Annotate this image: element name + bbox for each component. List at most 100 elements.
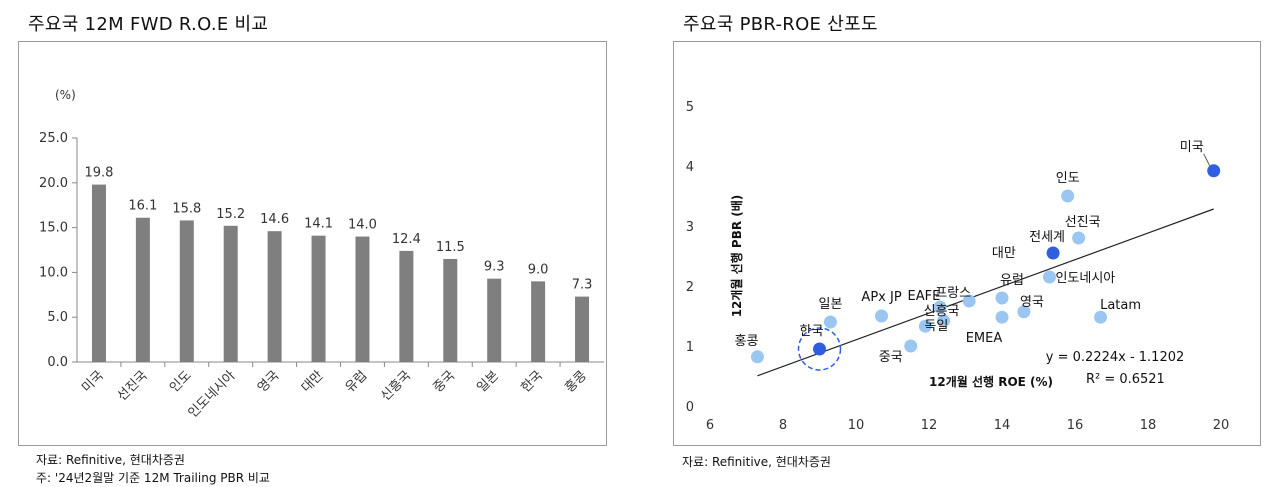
bar-chart-title: 주요국 12M FWD R.O.E 비교	[28, 14, 269, 35]
bar-category-label: 인도	[167, 368, 195, 396]
bar-category-label: 인도네시아	[186, 368, 239, 421]
point-신흥국	[937, 314, 951, 328]
point-label: 유럽	[1000, 273, 1024, 288]
scatter-y-tick-label: 2	[686, 280, 694, 295]
bar-일본	[487, 278, 502, 362]
bar-미국	[91, 184, 106, 362]
bar-category-label: 신흥국	[378, 368, 414, 404]
bar-value-label: 14.0	[348, 218, 377, 233]
bar-중국	[443, 258, 458, 362]
point-label: EAFE	[908, 289, 941, 304]
point-label: 독일	[924, 319, 948, 334]
bar-chart-source-note: 자료: Refinitive, 현대차증권	[36, 453, 185, 467]
point-label: 홍콩	[734, 334, 758, 349]
scatter-x-tick-label: 10	[848, 418, 865, 433]
bar-category-label: 일본	[475, 368, 503, 396]
scatter-chart-frame: 0 1 2 3 4 5 6 8 10 12 14 16 18 20 12개월 선행 PBR (배) 12개월 …	[673, 41, 1261, 446]
bar-chart-frame: (%) 0.0 5.0 10.0 15.0 20.0 25.0 19.8 미국 16.1 선진국 15…	[18, 41, 607, 446]
point-EAFE	[933, 300, 947, 314]
bar-신흥국	[399, 250, 414, 362]
korea-highlight-circle	[797, 327, 842, 371]
bar-category-label: 대만	[299, 368, 327, 396]
bar-y-tick-label: 15.0	[39, 221, 68, 236]
bar-category-label: 유럽	[343, 368, 371, 396]
point-중국	[904, 339, 918, 353]
point-label: 일본	[818, 297, 842, 312]
scatter-y-axis-label: 12개월 선행 PBR (배)	[729, 195, 744, 318]
point-label: EMEA	[966, 331, 1003, 346]
r-squared: R² = 0.6521	[1086, 372, 1165, 387]
scatter-chart-title: 주요국 PBR-ROE 산포도	[683, 14, 878, 35]
point-label-daiwan: 대만	[992, 246, 1016, 261]
point-한국	[813, 342, 826, 356]
bar-value-label: 11.5	[436, 240, 465, 255]
scatter-x-tick-label: 20	[1213, 418, 1230, 433]
point-인도	[1061, 189, 1075, 203]
point-label: 한국	[800, 324, 824, 339]
scatter-y-tick-label: 3	[686, 220, 694, 235]
point-label: 중국	[879, 350, 903, 365]
bar-category-label: 중국	[431, 368, 459, 396]
point-label: 미국	[1180, 140, 1204, 155]
point-독일	[918, 319, 932, 333]
bar-유럽	[355, 236, 370, 362]
scatter-y-tick-label: 0	[686, 400, 694, 415]
point-APx JP	[875, 309, 889, 323]
trendline	[757, 208, 1214, 377]
bar-category-label: 한국	[518, 368, 546, 396]
bar-value-label: 14.1	[304, 217, 333, 232]
point-프랑스	[962, 294, 976, 308]
point-label: 전세계	[1029, 230, 1065, 245]
bar-인도네시아	[223, 225, 238, 362]
bar-value-label: 15.2	[216, 207, 245, 222]
bar-대만	[311, 235, 326, 362]
point-label: 영국	[1020, 295, 1044, 310]
bar-unit-label: (%)	[55, 88, 76, 102]
bar-선진국	[135, 217, 150, 362]
bar-chart-footnote: 주: '24년2월말 기준 12M Trailing PBR 비교	[36, 471, 270, 485]
scatter-x-axis-label: 12개월 선행 ROE (%)	[929, 374, 1053, 389]
scatter-x-tick-label: 8	[779, 418, 787, 433]
callout-line	[1203, 153, 1211, 167]
bar-value-label: 15.8	[172, 201, 201, 216]
point-인도네시아	[1042, 270, 1056, 284]
bar-y-tick-label: 25.0	[39, 131, 68, 146]
trend-equation: y = 0.2224x - 1.1202	[1046, 350, 1184, 365]
bar-영국	[267, 231, 282, 362]
point-Latam	[1094, 310, 1108, 324]
point-label: 선진국	[1065, 215, 1101, 230]
bar-y-tick-label: 0.0	[47, 355, 68, 370]
point-label: 신흥국	[924, 304, 960, 319]
point-일본	[823, 315, 837, 329]
point-EMEA	[995, 310, 1009, 324]
bar-인도	[179, 220, 194, 362]
bar-y-tick-label: 20.0	[39, 176, 68, 191]
bar-y-tick-label: 5.0	[47, 310, 68, 325]
bar-value-label: 7.3	[572, 278, 593, 293]
point-label: 인도	[1056, 171, 1080, 186]
bar-category-label: 홍콩	[562, 368, 590, 396]
bar-value-label: 9.0	[528, 262, 549, 277]
bar-value-label: 16.1	[128, 199, 157, 214]
bar-value-label: 19.8	[84, 166, 113, 181]
bar-category-label: 미국	[79, 368, 107, 396]
bar-y-tick-label: 10.0	[39, 265, 68, 280]
point-유럽	[995, 291, 1009, 305]
point-전세계	[1046, 246, 1060, 260]
point-label: APx JP	[861, 290, 901, 305]
bar-category-label: 영국	[255, 368, 283, 396]
bar-value-label: 12.4	[392, 232, 421, 247]
scatter-x-tick-label: 18	[1140, 418, 1157, 433]
point-홍콩	[750, 350, 764, 364]
point-영국	[1017, 305, 1031, 319]
bar-category-label: 선진국	[115, 368, 151, 404]
point-label: 프랑스	[935, 286, 971, 301]
scatter-y-tick-label: 5	[686, 100, 694, 115]
bar-홍콩	[575, 296, 590, 362]
scatter-x-tick-label: 16	[1067, 418, 1084, 433]
bar-chart: (%) 0.0 5.0 10.0 15.0 20.0 25.0 19.8 미국 16.1 선진국 15…	[39, 88, 604, 421]
scatter-y-tick-label: 4	[686, 160, 694, 175]
scatter-y-tick-label: 1	[686, 340, 694, 355]
scatter-x-tick-label: 14	[994, 418, 1011, 433]
